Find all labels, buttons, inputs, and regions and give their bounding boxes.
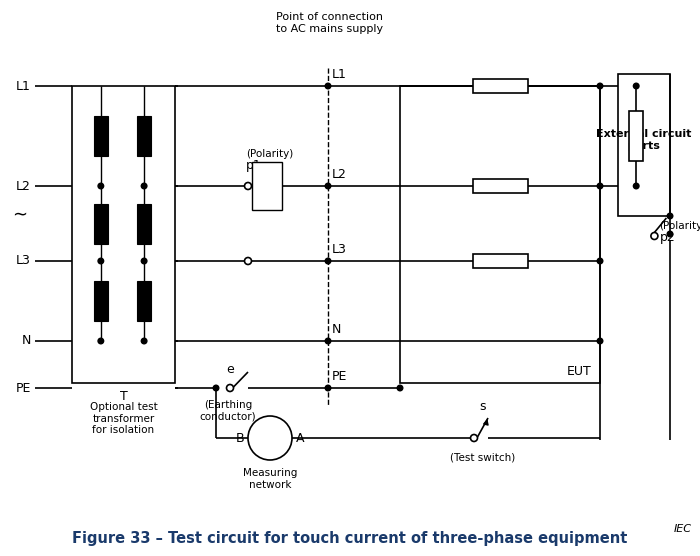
- Circle shape: [597, 183, 603, 189]
- Bar: [473, 79, 528, 93]
- Bar: [94, 203, 108, 244]
- Circle shape: [326, 183, 331, 189]
- Text: L3: L3: [16, 255, 31, 267]
- Text: External circuit
ports: External circuit ports: [596, 129, 692, 151]
- Circle shape: [98, 183, 104, 189]
- Bar: [137, 281, 151, 321]
- Bar: [400, 86, 600, 383]
- Circle shape: [667, 231, 673, 237]
- Text: T: T: [120, 390, 127, 403]
- Text: L1: L1: [332, 68, 347, 81]
- Bar: [137, 116, 151, 156]
- Bar: [473, 179, 528, 193]
- Text: Figure 33 – Test circuit for touch current of three-phase equipment: Figure 33 – Test circuit for touch curre…: [72, 531, 628, 546]
- Circle shape: [244, 182, 251, 190]
- Text: Measuring
network: Measuring network: [243, 468, 298, 490]
- Circle shape: [141, 183, 147, 189]
- Text: L3: L3: [332, 243, 347, 256]
- Text: $\sim$: $\sim$: [8, 205, 27, 222]
- Circle shape: [141, 258, 147, 264]
- Bar: [72, 86, 175, 383]
- Circle shape: [326, 83, 331, 89]
- Text: L2: L2: [332, 168, 347, 181]
- Circle shape: [326, 258, 331, 264]
- Circle shape: [634, 183, 639, 189]
- Text: A: A: [296, 431, 304, 444]
- Text: Optional test
transformer
for isolation: Optional test transformer for isolation: [90, 402, 158, 435]
- Text: (Polarity): (Polarity): [659, 221, 700, 231]
- Text: s: s: [480, 400, 486, 413]
- Circle shape: [667, 213, 673, 219]
- Circle shape: [98, 338, 104, 344]
- Text: EUT: EUT: [567, 365, 592, 378]
- Circle shape: [470, 434, 477, 441]
- Bar: [137, 203, 151, 244]
- Bar: [251, 162, 281, 210]
- Text: PE: PE: [15, 381, 31, 395]
- Circle shape: [634, 83, 639, 89]
- Text: (Earthing
conductor): (Earthing conductor): [199, 400, 256, 421]
- Bar: [473, 254, 528, 268]
- Text: (Test switch): (Test switch): [450, 452, 516, 462]
- Circle shape: [597, 258, 603, 264]
- Circle shape: [326, 385, 331, 391]
- Text: p2: p2: [659, 231, 675, 245]
- Text: Point of connection
to AC mains supply: Point of connection to AC mains supply: [276, 12, 384, 33]
- Text: B: B: [235, 431, 244, 444]
- Bar: [629, 111, 643, 161]
- Circle shape: [597, 83, 603, 89]
- Circle shape: [214, 385, 219, 391]
- Bar: [618, 74, 670, 216]
- Circle shape: [98, 258, 104, 264]
- Circle shape: [597, 338, 603, 344]
- Text: (Polarity): (Polarity): [246, 149, 293, 159]
- Circle shape: [227, 385, 234, 391]
- Circle shape: [397, 385, 402, 391]
- Text: L1: L1: [16, 80, 31, 92]
- Circle shape: [248, 416, 292, 460]
- Text: e: e: [226, 363, 234, 376]
- Circle shape: [141, 338, 147, 344]
- Text: IEC: IEC: [674, 524, 692, 534]
- Text: N: N: [332, 323, 342, 336]
- Circle shape: [651, 232, 658, 240]
- Text: N: N: [22, 335, 31, 348]
- Text: PE: PE: [332, 370, 347, 383]
- Bar: [94, 281, 108, 321]
- Circle shape: [326, 338, 331, 344]
- Text: L2: L2: [16, 180, 31, 192]
- Text: p1: p1: [246, 160, 262, 172]
- Bar: [94, 116, 108, 156]
- Circle shape: [244, 257, 251, 265]
